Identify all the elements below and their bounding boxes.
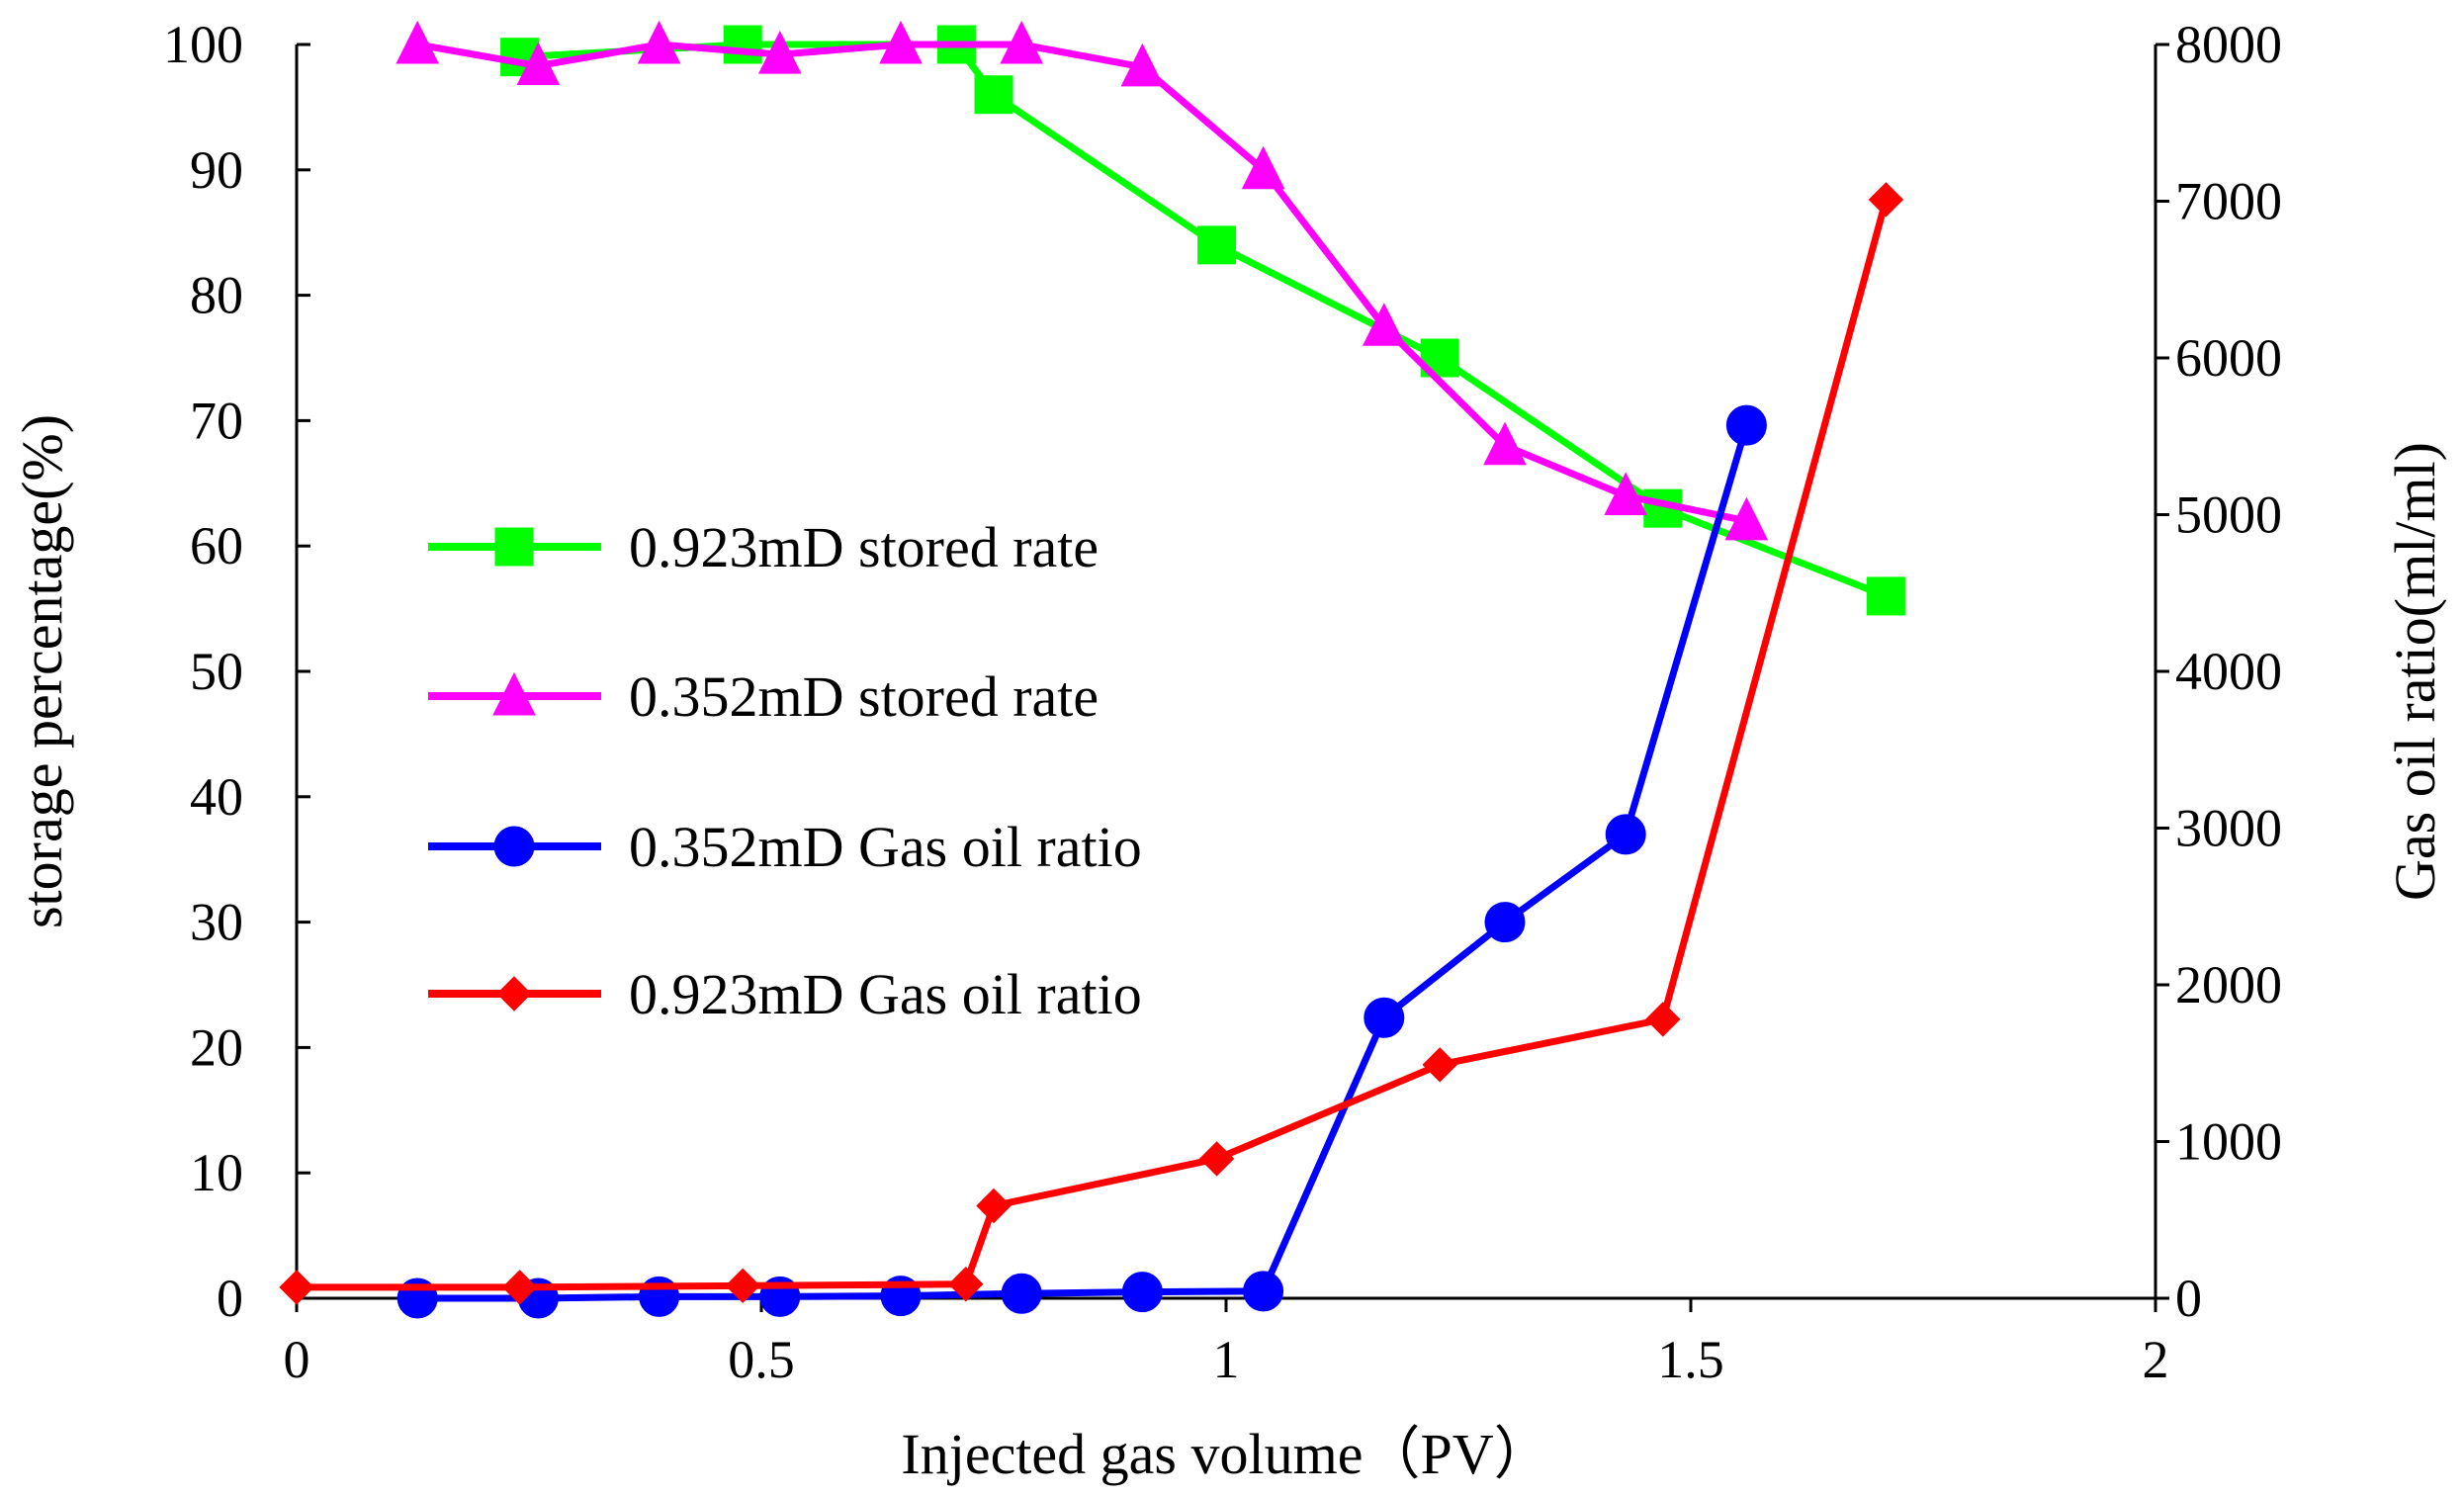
x-tick-label: 1.5 xyxy=(1657,1330,1724,1389)
data-point xyxy=(725,1268,760,1304)
data-point xyxy=(1241,145,1285,190)
legend: 0.923mD stored rate 0.352mD stored rate 0.… xyxy=(428,515,1142,1026)
data-point xyxy=(637,20,681,64)
x-tick-label: 0.5 xyxy=(728,1330,795,1389)
data-point xyxy=(1645,1002,1681,1037)
right-y-tick-label: 2000 xyxy=(2175,955,2282,1014)
x-axis-ticks: 0 0.5 1 1.5 2 xyxy=(284,1298,2169,1389)
left-y-axis-ticks: 0 10 20 30 40 50 60 70 80 90 100 xyxy=(163,15,310,1328)
left-y-tick-label: 60 xyxy=(190,516,243,575)
left-y-axis-title: storage percentage(%) xyxy=(10,414,74,928)
legend-label: 0.923mD stored rate xyxy=(629,515,1099,579)
data-point xyxy=(1364,997,1405,1038)
data-point xyxy=(974,75,1013,115)
data-point xyxy=(1422,1047,1457,1083)
data-point xyxy=(1198,1141,1235,1177)
legend-item: 0.923mD Gas oil ratio xyxy=(428,962,1142,1026)
right-y-tick-label: 7000 xyxy=(2175,172,2282,231)
right-y-tick-label: 8000 xyxy=(2175,15,2282,74)
data-point xyxy=(976,1188,1012,1224)
x-tick-label: 0 xyxy=(284,1330,310,1389)
legend-item: 0.352mD stored rate xyxy=(428,664,1099,729)
series-2 xyxy=(396,20,1769,541)
right-y-tick-label: 1000 xyxy=(2175,1112,2282,1172)
data-point xyxy=(1197,225,1237,265)
right-y-tick-label: 5000 xyxy=(2175,485,2282,545)
series-layer xyxy=(279,20,1905,1319)
legend-swatch-marker xyxy=(492,671,536,716)
left-y-tick-label: 50 xyxy=(190,642,243,701)
left-y-tick-label: 20 xyxy=(190,1017,243,1077)
data-point xyxy=(879,20,923,64)
left-y-tick-label: 0 xyxy=(217,1269,243,1328)
data-point xyxy=(516,42,561,86)
data-point xyxy=(1121,1272,1163,1313)
data-point xyxy=(279,1270,314,1305)
left-y-tick-label: 100 xyxy=(163,15,243,74)
series-4 xyxy=(279,182,1904,1305)
x-axis-title: Injected gas volume（PV） xyxy=(901,1422,1550,1486)
data-point xyxy=(948,1267,984,1302)
left-y-tick-label: 40 xyxy=(190,767,243,827)
legend-label: 0.923mD Gas oil ratio xyxy=(629,962,1142,1026)
data-point xyxy=(1866,576,1905,616)
legend-swatch-marker xyxy=(494,527,534,567)
data-point xyxy=(1605,814,1646,855)
left-y-tick-label: 80 xyxy=(190,266,243,325)
legend-swatch-marker xyxy=(493,826,535,867)
data-point xyxy=(1724,496,1769,541)
left-y-tick-label: 10 xyxy=(190,1143,243,1202)
data-point xyxy=(1868,182,1904,218)
left-y-tick-label: 30 xyxy=(190,893,243,952)
right-y-tick-label: 0 xyxy=(2175,1269,2202,1328)
data-point xyxy=(396,20,440,64)
data-point xyxy=(757,31,802,74)
series-line xyxy=(416,41,1748,525)
left-y-tick-label: 90 xyxy=(190,140,243,200)
left-y-tick-label: 70 xyxy=(190,391,243,450)
data-point xyxy=(723,25,762,64)
legend-item: 0.923mD stored rate xyxy=(428,515,1099,579)
data-point xyxy=(1604,472,1648,515)
legend-label: 0.352mD stored rate xyxy=(629,664,1099,729)
legend-item: 0.352mD Gas oil ratio xyxy=(428,815,1142,879)
x-tick-label: 2 xyxy=(2143,1330,2169,1389)
series-3 xyxy=(396,404,1767,1319)
data-point xyxy=(1484,902,1526,943)
legend-swatch-marker xyxy=(496,976,532,1012)
right-y-tick-label: 6000 xyxy=(2175,328,2282,388)
right-y-tick-label: 3000 xyxy=(2175,799,2282,858)
data-point xyxy=(501,1270,538,1305)
series-line xyxy=(297,198,1890,1291)
x-tick-label: 1 xyxy=(1213,1330,1240,1389)
data-point xyxy=(1000,20,1044,64)
data-point xyxy=(1243,1271,1284,1312)
data-point xyxy=(1120,43,1165,87)
right-y-axis-title: Gas oil ratio(ml/ml) xyxy=(2383,442,2447,901)
data-point xyxy=(1001,1273,1042,1314)
right-y-tick-label: 4000 xyxy=(2175,642,2282,701)
right-y-axis-ticks: 0 1000 2000 3000 4000 5000 6000 7000 8000 xyxy=(2156,15,2282,1328)
legend-label: 0.352mD Gas oil ratio xyxy=(629,815,1142,879)
data-point xyxy=(1483,421,1527,466)
data-point xyxy=(1725,404,1767,446)
data-point xyxy=(1362,303,1406,346)
